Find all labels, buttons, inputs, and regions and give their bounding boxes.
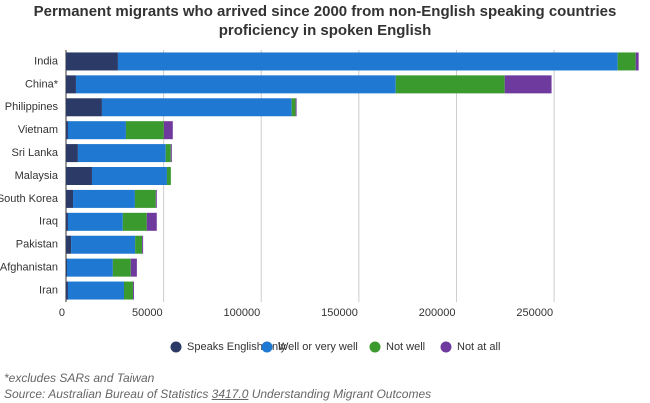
bar-segment <box>66 258 113 277</box>
legend-label: Not at all <box>457 341 500 353</box>
source: Source: Australian Bureau of Statistics … <box>4 387 431 401</box>
y-tick-label: Afghanistan <box>0 262 58 274</box>
source-link[interactable]: 3417.0 <box>211 387 249 401</box>
bar-segment <box>125 121 164 140</box>
x-tick-label: 150000 <box>321 307 358 319</box>
bar-segment <box>66 167 92 185</box>
bar-segment <box>134 189 156 208</box>
bar-segment <box>146 212 157 231</box>
footnote: *excludes SARs and Taiwan <box>4 371 155 385</box>
bar-segment <box>130 258 137 277</box>
legend-label: Not well <box>386 341 425 353</box>
bar-segment <box>617 52 636 71</box>
legend-marker <box>440 341 452 353</box>
bar-segment <box>66 189 74 208</box>
bar-segment <box>66 98 102 117</box>
y-tick-label: China* <box>25 78 59 90</box>
bar-segment <box>66 258 67 277</box>
bar-segment <box>66 281 68 300</box>
bar-segment <box>166 167 171 185</box>
bar-segment <box>66 121 68 140</box>
y-tick-label: India <box>34 55 59 67</box>
y-tick-label: South Korea <box>0 193 59 205</box>
bar-segment <box>112 258 131 277</box>
x-tick-label: 50000 <box>132 307 163 319</box>
y-tick-label: Sri Lanka <box>12 147 59 159</box>
bar-segment <box>91 167 167 185</box>
y-tick-label: Philippines <box>5 101 59 113</box>
bar-segment <box>66 235 72 254</box>
bar-segment <box>123 281 133 300</box>
y-tick-label: Iran <box>39 284 58 296</box>
bar-segment <box>155 189 157 208</box>
x-tick-label: 100000 <box>224 307 261 319</box>
source-prefix: Source: Australian Bureau of Statistics <box>4 387 209 401</box>
y-tick-label: Malaysia <box>15 170 59 182</box>
bar-segment <box>77 144 166 163</box>
bar-segment <box>395 75 505 94</box>
bar-segment <box>132 281 134 300</box>
legend-label: Speaks English only <box>187 341 287 353</box>
y-tick-label: Iraq <box>39 216 58 228</box>
bar-segment <box>67 121 126 140</box>
chart-title: Permanent migrants who arrived since 200… <box>33 3 617 39</box>
bar-segment <box>75 75 396 94</box>
bar-segment <box>635 52 639 71</box>
bar-segment <box>165 144 171 163</box>
x-tick-label: 200000 <box>419 307 456 319</box>
bar-segment <box>504 75 552 94</box>
legend-label: Well or very well <box>278 341 358 353</box>
bar-segment <box>163 121 173 140</box>
legend-marker <box>369 341 381 353</box>
bar-segment <box>142 235 144 254</box>
source-suffix: Understanding Migrant Outcomes <box>251 387 432 401</box>
bar-segment <box>66 212 68 231</box>
bar-segment <box>122 212 147 231</box>
y-tick-label: Pakistan <box>16 239 58 251</box>
bar-segment <box>117 52 618 71</box>
bar-segment <box>66 144 78 163</box>
y-tick-label: Vietnam <box>18 124 58 136</box>
x-tick-label: 250000 <box>516 307 553 319</box>
bar-segment <box>101 98 292 117</box>
bar-segment <box>295 98 297 117</box>
x-tick-label: 0 <box>59 307 65 319</box>
bar-segment <box>135 235 143 254</box>
legend-marker <box>261 341 273 353</box>
bar-segment <box>71 235 136 254</box>
bar-segment <box>66 75 76 94</box>
legend-marker <box>170 341 182 353</box>
bar-segment <box>67 281 124 300</box>
bar-segment <box>170 144 172 163</box>
bar-segment <box>73 189 135 208</box>
bar-segment <box>291 98 296 117</box>
bar-segment <box>66 52 118 71</box>
bar-segment <box>67 212 123 231</box>
